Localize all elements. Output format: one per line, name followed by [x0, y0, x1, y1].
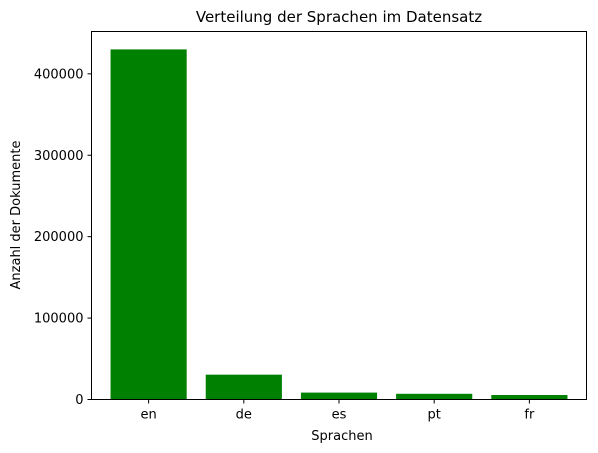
y-axis-label: Anzahl der Dokumente	[9, 141, 24, 290]
chart-title: Verteilung der Sprachen im Datensatz	[196, 8, 482, 26]
y-tick-label-100000: 100000	[34, 312, 84, 327]
y-axis: 0 100000 200000 300000 400000	[34, 67, 92, 408]
y-tick-label-400000: 400000	[34, 67, 84, 82]
x-tick-label-de: de	[236, 408, 252, 423]
y-tick-label-300000: 300000	[34, 149, 84, 164]
y-tick-label-0: 0	[75, 393, 83, 408]
y-tick-label-200000: 200000	[34, 230, 84, 245]
x-tick-label-fr: fr	[524, 408, 535, 423]
bar-de	[205, 374, 282, 400]
x-axis: en de es pt fr	[140, 399, 535, 423]
bar-en	[110, 49, 187, 400]
bar-pt	[396, 393, 473, 400]
x-axis-label: Sprachen	[311, 429, 372, 444]
x-tick-label-pt: pt	[428, 408, 441, 423]
plot-frame	[91, 31, 587, 400]
x-tick-label-es: es	[332, 408, 347, 423]
x-tick-label-en: en	[140, 408, 156, 423]
bar-es	[300, 392, 378, 400]
bar-fr	[491, 395, 568, 400]
bars-group	[110, 49, 568, 400]
